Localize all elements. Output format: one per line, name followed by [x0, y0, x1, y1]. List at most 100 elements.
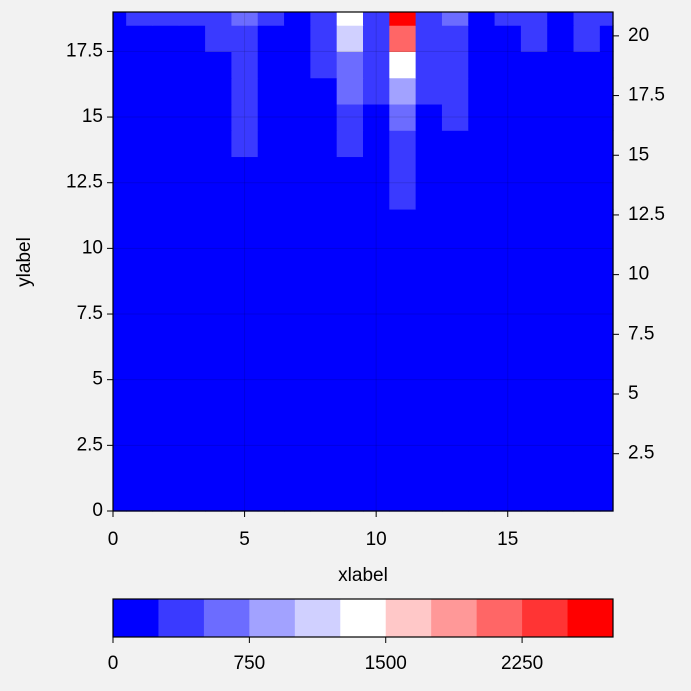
contour-cell	[441, 25, 469, 52]
contour-cell	[336, 25, 364, 52]
contour-cell	[441, 208, 469, 381]
contour-cell	[441, 12, 469, 26]
contour-cell	[152, 12, 180, 26]
contour-cell	[363, 77, 390, 105]
contour-cell	[468, 156, 496, 210]
contour-cell	[336, 12, 364, 26]
contour-cell	[573, 208, 601, 381]
contour-cell	[310, 25, 338, 52]
contour-cell	[468, 77, 496, 105]
plot-frame	[112, 11, 614, 512]
contour-cell	[599, 208, 614, 381]
colorbar-segment	[522, 599, 569, 637]
contour-cell	[573, 25, 601, 52]
colorbar-tick-label: 1500	[365, 653, 407, 674]
contour-cell	[126, 25, 154, 52]
contour-cell	[599, 77, 614, 105]
contour-cell	[257, 103, 285, 131]
contour-cell	[310, 12, 338, 26]
contour-cell	[152, 51, 180, 79]
contour-cell	[547, 156, 575, 210]
contour-cell	[389, 25, 417, 52]
colorbar-frame	[112, 598, 614, 638]
contour-cell	[415, 77, 443, 105]
contour-cell	[547, 12, 575, 26]
contour-cell	[520, 25, 548, 52]
contour-cell	[520, 208, 548, 381]
contour-cell	[547, 208, 575, 381]
colorbar-segment	[476, 599, 523, 637]
contour-cell	[599, 12, 614, 26]
contour-cell	[178, 51, 206, 79]
colorbar-segment	[294, 599, 341, 637]
contour-cell	[468, 103, 496, 131]
contour-cell	[113, 25, 127, 52]
contour-cell	[415, 156, 443, 210]
contour-cell	[520, 77, 548, 105]
contour-cell	[284, 379, 311, 512]
contour-cell	[178, 12, 206, 26]
y-tick-label: 17.5	[66, 40, 103, 61]
contour-cell	[336, 156, 364, 210]
contour-cell	[310, 103, 338, 131]
contour-cell	[415, 130, 443, 158]
colorbar-segment	[113, 599, 159, 637]
contour-cell	[415, 103, 443, 131]
contour-cell	[310, 156, 338, 210]
colorbar-tick-label: 0	[108, 653, 119, 674]
contour-cell	[599, 130, 614, 158]
contour-cell	[389, 208, 417, 381]
contour-cell	[178, 103, 206, 131]
contour-cell	[494, 77, 522, 105]
contour-cell	[415, 379, 443, 512]
contour-cell	[152, 379, 180, 512]
contour-cell	[257, 208, 285, 381]
contour-cell	[126, 130, 154, 158]
contour-cell	[310, 130, 338, 158]
contour-cell	[573, 379, 601, 512]
contour-cell	[389, 379, 417, 512]
contour-cell	[415, 25, 443, 52]
contour-cell	[113, 156, 127, 210]
contour-cell	[310, 379, 338, 512]
contour-cell	[363, 12, 390, 26]
contour-cell	[336, 379, 364, 512]
contour-cell	[415, 51, 443, 79]
contour-cell	[336, 208, 364, 381]
contour-cell	[257, 130, 285, 158]
contour-cell	[363, 156, 390, 210]
contour-cell	[468, 51, 496, 79]
contour-cell	[573, 130, 601, 158]
contour-cell	[547, 130, 575, 158]
contour-cell	[126, 103, 154, 131]
contour-cell	[152, 25, 180, 52]
contour-cell	[441, 130, 469, 158]
x-tick-label: 15	[497, 529, 518, 550]
contour-cell	[205, 156, 233, 210]
y2-tick-label: 12.5	[628, 204, 665, 225]
contour-cell	[205, 12, 233, 26]
y-tick-label: 7.5	[77, 303, 103, 324]
contour-cell	[494, 208, 522, 381]
contour-cell	[573, 12, 601, 26]
contour-cell	[441, 156, 469, 210]
contour-cell	[152, 77, 180, 105]
contour-cell	[284, 130, 311, 158]
colorbar-segment	[431, 599, 478, 637]
contour-cell	[494, 130, 522, 158]
y2-tick-label: 10	[628, 264, 649, 285]
contour-cell	[441, 103, 469, 131]
contour-cell	[205, 103, 233, 131]
contour-cell	[520, 156, 548, 210]
contour-cell	[178, 208, 206, 381]
contour-cell	[205, 130, 233, 158]
y2-tick-label: 15	[628, 144, 649, 165]
contour-cell	[257, 12, 285, 26]
y-axis-label: ylabel	[14, 237, 35, 287]
contour-cell	[284, 77, 311, 105]
y-tick-label: 0	[92, 500, 103, 521]
contour-cell	[468, 379, 496, 512]
contour-cell	[468, 130, 496, 158]
contour-cell	[152, 130, 180, 158]
contour-cell	[257, 25, 285, 52]
